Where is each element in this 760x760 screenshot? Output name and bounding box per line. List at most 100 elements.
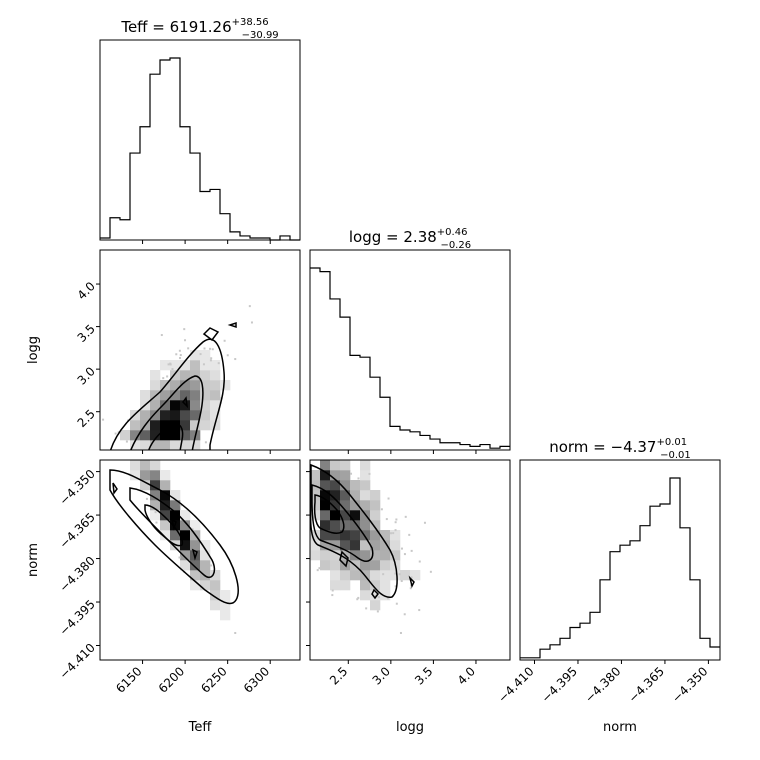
sample-point (319, 445, 321, 447)
y-tick-label: −4.365 (57, 510, 98, 551)
density-cell (330, 460, 341, 471)
density-cell (370, 560, 381, 571)
x-tick-label: 4.0 (455, 664, 478, 687)
density-cell (150, 470, 161, 481)
density-cell (340, 530, 351, 541)
density-cell (330, 520, 341, 531)
density-cell (220, 600, 231, 611)
sample-point (437, 668, 439, 670)
sample-point (356, 598, 359, 601)
density-cell (370, 530, 381, 541)
sample-point (184, 339, 187, 342)
density-cell (160, 430, 171, 441)
density-cell (190, 540, 201, 551)
xlabel-logg: logg (396, 720, 424, 735)
density-cell (330, 510, 341, 521)
density-cell (200, 400, 211, 411)
density-cell (190, 560, 201, 571)
title-plus: +0.01 (656, 437, 687, 448)
contour-line (371, 588, 379, 600)
density-cell (150, 460, 161, 471)
sample-point (330, 416, 332, 418)
sample-point (160, 334, 163, 337)
sample-point (418, 609, 421, 612)
sample-point (118, 428, 120, 430)
density-cell (130, 460, 141, 471)
sample-point (135, 452, 137, 454)
panel-teff-vs-logg (99, 249, 301, 451)
contour-line (311, 484, 374, 562)
density-cell (390, 530, 401, 541)
panel-frame (99, 39, 301, 241)
density-cell (370, 510, 381, 521)
density-cell (160, 400, 171, 411)
sample-point (130, 456, 132, 458)
density-cell (150, 510, 161, 521)
contour-line (144, 504, 184, 547)
density-cell (130, 420, 141, 431)
title-main: logg = 2.38 (349, 228, 437, 246)
sample-point (325, 443, 327, 445)
sample-point (453, 664, 455, 666)
density-cell (180, 550, 191, 561)
x-tick-label: 6200 (156, 664, 187, 695)
sample-point (338, 455, 340, 457)
contour-line (130, 375, 204, 450)
sample-point (175, 353, 178, 356)
density-cell (160, 470, 171, 481)
sample-point (129, 450, 131, 452)
density-cell (360, 460, 371, 471)
density-cell (380, 580, 391, 591)
density-cell (140, 390, 151, 401)
density-cell (380, 570, 391, 581)
density-cell (340, 570, 351, 581)
density-cell (330, 500, 341, 511)
sample-point (325, 431, 327, 433)
density-cell (350, 480, 361, 491)
x-tick-label: −4.350 (669, 664, 710, 705)
density-cell (190, 390, 201, 401)
sample-point (154, 511, 157, 514)
sample-point (135, 452, 137, 454)
density-cell (170, 500, 181, 511)
sample-point (211, 348, 214, 351)
density-cell (150, 370, 161, 381)
density-cell (350, 520, 361, 531)
density-cell (360, 520, 371, 531)
density-cell (140, 410, 151, 421)
title-minus: −30.99 (242, 30, 279, 41)
density-cell (210, 390, 221, 401)
sample-point (385, 518, 388, 521)
sample-point (169, 362, 172, 365)
density-cell (320, 510, 331, 521)
density-cell (360, 580, 371, 591)
sample-point (410, 549, 413, 552)
density-cell (350, 540, 361, 551)
sample-point (334, 440, 336, 442)
sample-point (387, 497, 390, 500)
contour-line (408, 575, 415, 589)
sample-point (199, 353, 202, 356)
sample-point (178, 556, 181, 559)
sample-point (210, 357, 213, 360)
density-cell (180, 520, 191, 531)
histogram-logg (309, 249, 511, 451)
density-cell (350, 530, 361, 541)
density-cell (170, 380, 181, 391)
density-cell (210, 380, 221, 391)
density-cell (180, 380, 191, 391)
density-cell (150, 400, 161, 411)
sample-point (389, 532, 392, 535)
sample-point (336, 455, 338, 457)
density-cell (180, 510, 191, 521)
sample-point (339, 451, 341, 453)
sample-point (203, 347, 206, 350)
density-cell (190, 350, 201, 361)
contour-line (112, 482, 118, 495)
sample-point (410, 576, 413, 579)
density-cell (190, 440, 201, 450)
density-cell (320, 530, 331, 541)
sample-point (183, 328, 186, 331)
density-cell (370, 500, 381, 511)
density-cell (130, 440, 141, 450)
